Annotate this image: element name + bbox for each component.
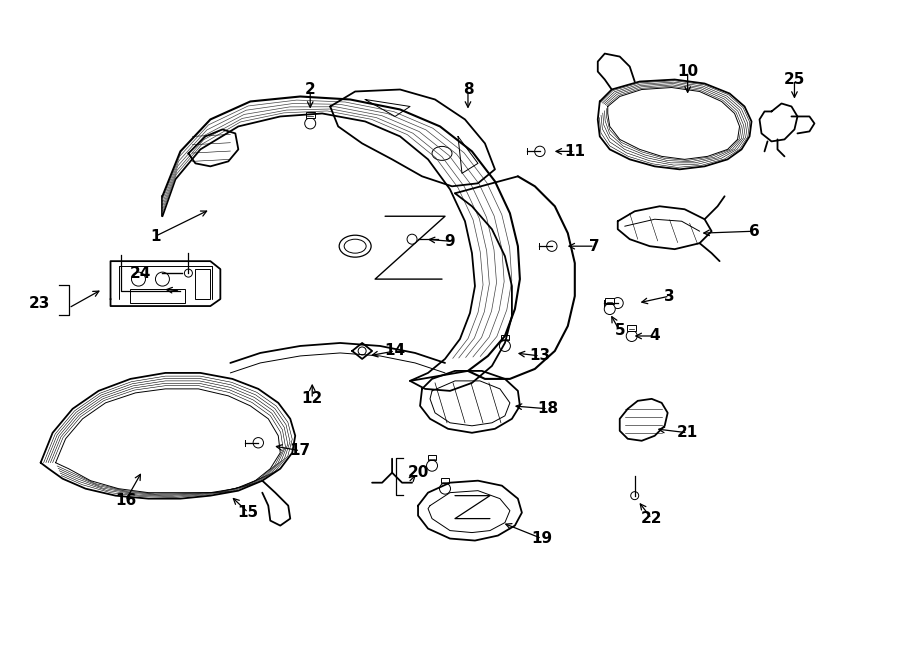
Bar xyxy=(441,478,449,483)
Circle shape xyxy=(253,438,264,448)
Text: 22: 22 xyxy=(641,511,662,526)
Circle shape xyxy=(546,241,557,251)
Circle shape xyxy=(407,234,417,244)
Text: 5: 5 xyxy=(615,323,626,338)
Bar xyxy=(606,298,614,303)
Text: 2: 2 xyxy=(305,82,316,97)
Text: 23: 23 xyxy=(29,295,50,311)
Text: 17: 17 xyxy=(290,444,310,458)
Bar xyxy=(306,112,315,118)
Text: 1: 1 xyxy=(150,229,161,244)
Text: 13: 13 xyxy=(529,348,551,364)
Text: 15: 15 xyxy=(238,505,259,520)
Circle shape xyxy=(631,492,639,500)
Bar xyxy=(195,269,211,299)
Bar xyxy=(627,325,636,330)
Circle shape xyxy=(626,330,637,342)
Text: 21: 21 xyxy=(677,425,698,440)
Text: 8: 8 xyxy=(463,82,473,97)
Circle shape xyxy=(604,303,616,315)
Text: 7: 7 xyxy=(590,239,600,254)
Text: 3: 3 xyxy=(664,289,675,303)
Circle shape xyxy=(500,340,510,352)
Text: 9: 9 xyxy=(445,234,455,249)
Bar xyxy=(500,335,509,340)
Circle shape xyxy=(535,146,545,157)
Text: 18: 18 xyxy=(537,401,558,416)
Text: 25: 25 xyxy=(784,72,806,87)
Bar xyxy=(130,289,185,303)
Circle shape xyxy=(427,460,437,471)
Circle shape xyxy=(439,483,451,494)
Text: 24: 24 xyxy=(130,266,151,281)
Bar xyxy=(428,455,436,460)
Text: 12: 12 xyxy=(302,391,323,407)
Text: 11: 11 xyxy=(564,144,585,159)
Text: 16: 16 xyxy=(115,493,136,508)
Text: 19: 19 xyxy=(531,531,553,546)
Text: 4: 4 xyxy=(650,329,660,344)
Circle shape xyxy=(305,118,316,129)
Text: 6: 6 xyxy=(749,223,760,239)
Circle shape xyxy=(612,297,623,309)
Text: 10: 10 xyxy=(677,64,698,79)
Text: 20: 20 xyxy=(408,465,428,480)
Text: 14: 14 xyxy=(384,344,406,358)
Circle shape xyxy=(184,269,193,277)
